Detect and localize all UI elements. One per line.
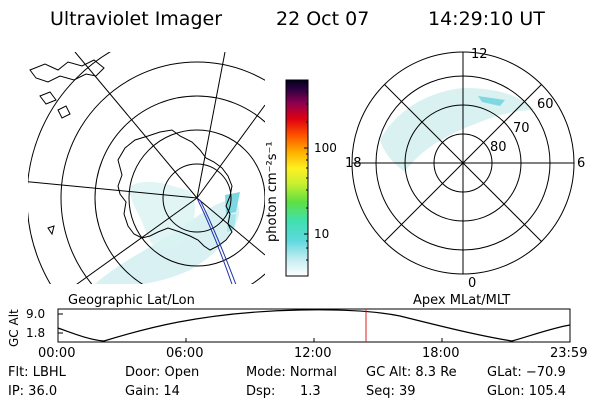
altitude-xtick: 00:00	[38, 346, 76, 361]
altitude-ylabel: GC Alt	[7, 309, 21, 347]
mlt-lines	[352, 52, 574, 274]
aurora-emission-right	[380, 88, 535, 172]
dsp-label: Dsp:	[246, 384, 276, 399]
aurora-emission-left	[95, 181, 240, 284]
altitude-xtick: 06:00	[166, 346, 204, 361]
right-panel-caption: Apex MLat/MLT	[413, 293, 511, 308]
altitude-ytick-1.8: 1.8	[26, 326, 46, 340]
colorbar-ticks	[304, 91, 308, 261]
glat-info: GLat: −70.9	[487, 365, 566, 380]
mlat-label-70: 70	[513, 121, 530, 136]
altitude-xtick: 12:00	[294, 346, 332, 361]
mlt-label-6: 6	[577, 156, 586, 171]
door-info: Door: Open	[125, 365, 200, 380]
ip-info: IP: 36.0	[8, 384, 58, 399]
time-label: 14:29:10 UT	[428, 8, 545, 30]
gc-alt-info: GC Alt: 8.3 Re	[366, 365, 457, 380]
instrument-title: Ultraviolet Imager	[50, 8, 223, 30]
satellite-track	[196, 197, 237, 284]
gain-info: Gain: 14	[125, 384, 180, 399]
longitude-lines	[28, 52, 265, 284]
altitude-ytick-9: 9.0	[26, 307, 46, 321]
dsp-value: 1.3	[300, 384, 321, 399]
seq-info: Seq: 39	[366, 384, 416, 399]
altitude-xtick: 23:59	[550, 346, 588, 361]
mlat-label-60: 60	[537, 97, 554, 112]
date-label: 22 Oct 07	[276, 8, 370, 30]
mlat-label-80: 80	[490, 140, 507, 155]
altitude-xtick: 18:00	[422, 346, 460, 361]
colorbar-unit-label: photon cm⁻²s⁻¹	[265, 141, 280, 242]
filter-info: Flt: LBHL	[8, 365, 66, 380]
mlt-label-18: 18	[345, 156, 362, 171]
latitude-circles	[28, 52, 265, 284]
glon-info: GLon: 105.4	[487, 384, 567, 399]
altitude-plot-ticks	[58, 313, 443, 342]
mode-info: Mode: Normal	[246, 365, 337, 380]
colorbar	[285, 79, 309, 277]
left-panel-caption: Geographic Lat/Lon	[68, 293, 195, 308]
colorbar-tick-10: 10	[314, 227, 330, 241]
coastline	[117, 129, 233, 251]
altitude-curve	[57, 309, 571, 342]
colorbar-tick-100: 100	[314, 141, 337, 155]
mlt-label-0: 0	[468, 276, 477, 291]
mlt-label-12: 12	[471, 47, 488, 62]
